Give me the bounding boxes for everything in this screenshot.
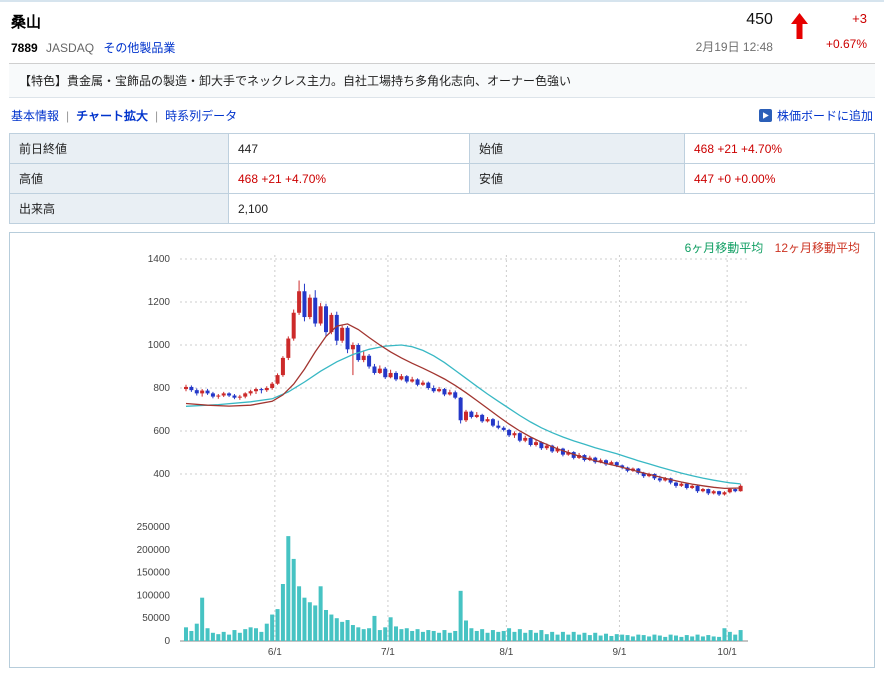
svg-text:800: 800 bbox=[153, 383, 170, 394]
ma-line-6m bbox=[185, 344, 741, 485]
candles bbox=[184, 280, 743, 496]
nav-item-time-series[interactable]: 時系列データ bbox=[165, 109, 238, 123]
legend-item-ma6: 6ヶ月移動平均 bbox=[684, 241, 764, 255]
price-change: +3 bbox=[852, 11, 867, 26]
nav-separator: | bbox=[66, 109, 70, 123]
svg-text:0: 0 bbox=[164, 636, 170, 647]
value-low: 447 +0 +0.00% bbox=[684, 163, 875, 194]
table-row: 前日終値 447 始値 468 +21 +4.70% bbox=[9, 133, 875, 164]
chart-panel: 6ヶ月移動平均 12ヶ月移動平均 1400 1200 1000 800 600 400 25… bbox=[9, 232, 875, 668]
value-volume: 2,100 bbox=[228, 193, 875, 224]
value-open: 468 +21 +4.70% bbox=[684, 133, 875, 164]
month-gridlines bbox=[274, 255, 728, 641]
ma-line-12m bbox=[185, 323, 741, 490]
price-gridlines bbox=[180, 258, 748, 475]
price-block: 450 2月19日 12:48 bbox=[696, 11, 773, 55]
svg-text:200000: 200000 bbox=[137, 545, 171, 556]
label-low: 安値 bbox=[469, 163, 685, 194]
nav-item-chart-enlarge[interactable]: チャート拡大 bbox=[76, 109, 149, 123]
table-row: 出来高 2,100 bbox=[9, 193, 875, 224]
stock-chart: 1400 1200 1000 800 600 400 250000 200000 150000 1… bbox=[10, 233, 874, 665]
svg-text:1000: 1000 bbox=[148, 340, 171, 351]
svg-text:600: 600 bbox=[153, 426, 170, 437]
svg-text:1200: 1200 bbox=[148, 297, 171, 308]
value-high: 468 +21 +4.70% bbox=[228, 163, 470, 194]
x-axis-labels: 6/1 7/1 8/1 9/1 10/1 bbox=[268, 647, 737, 658]
svg-text:250000: 250000 bbox=[137, 522, 171, 533]
price-change-percent: +0.67% bbox=[825, 37, 867, 51]
svg-text:8/1: 8/1 bbox=[499, 647, 513, 658]
volume-axis-labels: 250000 200000 150000 100000 50000 0 bbox=[137, 522, 171, 647]
label-open: 始値 bbox=[469, 133, 685, 164]
legend-item-ma12: 12ヶ月移動平均 bbox=[774, 241, 860, 255]
change-block: +3 +0.67% bbox=[826, 11, 867, 51]
label-prev-close: 前日終値 bbox=[9, 133, 229, 164]
current-price: 450 bbox=[746, 11, 773, 28]
nav-separator: | bbox=[155, 109, 159, 123]
add-to-board-label: 株価ボードに追加 bbox=[776, 109, 873, 123]
nav-links: 基本情報 | チャート拡大 | 時系列データ bbox=[11, 107, 237, 124]
svg-text:6/1: 6/1 bbox=[268, 647, 282, 658]
price-axis-labels: 1400 1200 1000 800 600 400 bbox=[148, 254, 171, 480]
company-name: 桑山 bbox=[11, 14, 42, 31]
chart-legend: 6ヶ月移動平均 12ヶ月移動平均 bbox=[677, 239, 860, 256]
svg-text:400: 400 bbox=[153, 469, 170, 480]
add-to-board-icon bbox=[758, 109, 772, 122]
header: 桑山 7889 JASDAQ その他製品業 450 2月19日 12:48 bbox=[9, 2, 875, 64]
exchange-label: JASDAQ bbox=[46, 41, 95, 55]
svg-text:1400: 1400 bbox=[148, 254, 171, 265]
svg-text:50000: 50000 bbox=[142, 613, 170, 624]
svg-text:9/1: 9/1 bbox=[613, 647, 627, 658]
company-feature-text: 【特色】貴金属・宝飾品の製造・卸大手でネックレス主力。自社工場持ち多角化志向、オ… bbox=[9, 64, 875, 98]
nav-row: 基本情報 | チャート拡大 | 時系列データ 株価ボードに追加 bbox=[9, 98, 875, 133]
stock-code: 7889 bbox=[11, 41, 38, 55]
value-prev-close: 447 bbox=[228, 133, 470, 164]
svg-text:7/1: 7/1 bbox=[381, 647, 395, 658]
up-arrow-icon bbox=[790, 11, 808, 44]
stock-chart-svg: 1400 1200 1000 800 600 400 250000 200000 150000 1… bbox=[137, 254, 748, 658]
header-right: 450 2月19日 12:48 +3 +0.67% bbox=[696, 11, 873, 55]
quote-table: 前日終値 447 始値 468 +21 +4.70% 高値 468 +21 +4… bbox=[9, 133, 875, 224]
label-volume: 出来高 bbox=[9, 193, 229, 224]
header-left: 桑山 7889 JASDAQ その他製品業 bbox=[11, 11, 175, 56]
label-high: 高値 bbox=[9, 163, 229, 194]
svg-text:150000: 150000 bbox=[137, 568, 171, 579]
nav-item-basic-info[interactable]: 基本情報 bbox=[11, 109, 60, 123]
industry-link[interactable]: その他製品業 bbox=[103, 41, 176, 55]
quote-datetime: 2月19日 12:48 bbox=[695, 40, 773, 54]
svg-text:100000: 100000 bbox=[137, 590, 171, 601]
volume-bars bbox=[184, 536, 743, 641]
code-line: 7889 JASDAQ その他製品業 bbox=[11, 39, 175, 56]
svg-text:10/1: 10/1 bbox=[717, 647, 737, 658]
table-row: 高値 468 +21 +4.70% 安値 447 +0 +0.00% bbox=[9, 163, 875, 194]
add-to-board[interactable]: 株価ボードに追加 bbox=[758, 107, 873, 124]
